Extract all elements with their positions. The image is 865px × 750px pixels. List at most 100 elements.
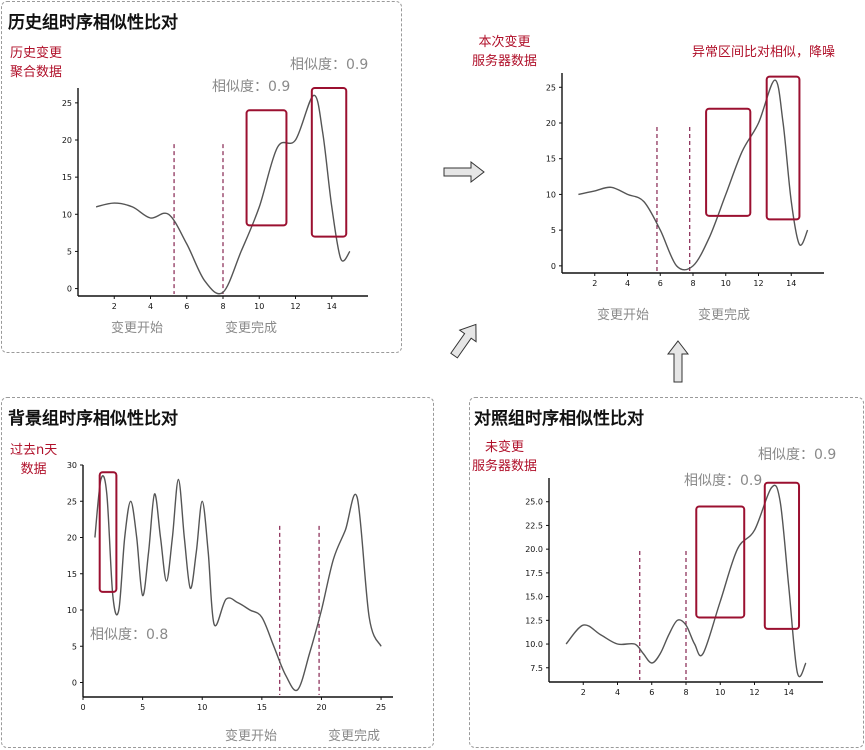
history-change-end-label: 变更完成 [225, 321, 278, 336]
history-panel [1, 1, 402, 353]
control-similarity-b: 相似度：0.9 [684, 473, 763, 489]
control-panel-title: 对照组时序相似性比对 [474, 409, 644, 429]
arrow-up-shape [666, 340, 690, 383]
similarity-highlight-box [310, 87, 348, 238]
y-tick-label: 10 [62, 210, 72, 219]
current-chart: 0 5 10 15 20 25 2 4 6 8 10 12 14 [546, 73, 824, 288]
x-tick-label: 6 [658, 279, 663, 288]
background-change-start-label: 变更开始 [225, 729, 278, 744]
x-tick-label: 10 [197, 703, 207, 712]
control-panel [469, 397, 864, 748]
x-tick-label: 15 [257, 703, 267, 712]
background-change-end-label: 变更完成 [328, 729, 381, 744]
x-tick-label: 8 [690, 279, 695, 288]
x-tick-label: 14 [784, 688, 794, 697]
x-tick-label: 8 [683, 688, 688, 697]
y-tick-label: 20.0 [525, 545, 543, 554]
current-data-label-line2: 服务器数据 [472, 54, 538, 69]
arrow-right-shape [443, 160, 485, 184]
y-tick-label: 15 [62, 173, 72, 182]
x-tick-label: 5 [140, 703, 145, 712]
x-tick-label: 10 [715, 688, 725, 697]
y-tick-label: 5 [551, 226, 556, 235]
series-line [565, 484, 807, 678]
control-data-label-line1: 未变更 [485, 440, 525, 455]
y-tick-label: 25.0 [525, 498, 543, 507]
y-tick-label: 10 [546, 190, 556, 199]
control-data-label-line2: 服务器数据 [472, 459, 538, 474]
background-data-label: 过去n天 数据 [10, 441, 57, 479]
x-tick-label: 2 [112, 302, 117, 311]
x-tick-label: 4 [615, 688, 620, 697]
similarity-highlight-box [98, 471, 118, 593]
y-tick-label: 5 [72, 642, 77, 651]
x-tick-label: 8 [220, 302, 225, 311]
history-similarity-b: 相似度：0.9 [212, 79, 291, 95]
background-similarity: 相似度：0.8 [90, 627, 169, 643]
x-tick-label: 12 [749, 688, 759, 697]
x-tick-label: 12 [753, 279, 763, 288]
y-tick-label: 15 [546, 155, 556, 164]
y-tick-label: 10 [67, 606, 77, 615]
control-chart: 7.5 10.0 12.5 15.0 17.5 20.0 22.5 25.0 2 4 6 8 10 12 1… [525, 478, 823, 697]
x-tick-label: 10 [721, 279, 731, 288]
x-tick-label: 14 [327, 302, 337, 311]
history-similarity-a: 相似度：0.9 [290, 57, 369, 73]
similarity-highlight-box [705, 107, 752, 217]
x-tick-label: 0 [80, 703, 85, 712]
y-tick-label: 20 [62, 136, 72, 145]
y-tick-label: 0 [72, 679, 77, 688]
control-data-label: 未变更 服务器数据 [472, 438, 537, 476]
series-line [578, 79, 809, 271]
background-data-label-line1: 过去n天 [10, 443, 58, 458]
series-line [95, 94, 351, 295]
current-anomaly-note: 异常区间比对相似，降噪 [692, 45, 836, 60]
similarity-highlight-box [245, 109, 288, 227]
y-tick-label: 20 [67, 534, 77, 543]
x-tick-label: 10 [254, 302, 264, 311]
arrow-up-right-icon [450, 323, 477, 359]
similarity-highlight-box [765, 75, 801, 221]
history-panel-title: 历史组时序相似性比对 [8, 13, 178, 33]
history-data-label: 历史变更 聚合数据 [10, 44, 62, 82]
similarity-highlight-box [695, 505, 746, 619]
y-tick-label: 10.0 [525, 640, 543, 649]
y-tick-label: 25 [62, 99, 72, 108]
series-line [94, 475, 382, 692]
similarity-highlight-box [763, 481, 801, 630]
x-tick-label: 6 [184, 302, 189, 311]
arrow-right-icon [443, 160, 485, 184]
x-tick-label: 2 [592, 279, 597, 288]
x-tick-label: 4 [625, 279, 630, 288]
y-tick-label: 30 [67, 461, 77, 470]
x-tick-label: 20 [316, 703, 326, 712]
x-tick-label: 6 [649, 688, 654, 697]
history-chart: 0 5 10 15 20 25 2 4 6 8 10 12 14 [62, 87, 368, 311]
current-data-label-line1: 本次变更 [478, 35, 531, 50]
y-tick-label: 15.0 [525, 593, 543, 602]
y-tick-label: 15 [67, 570, 77, 579]
y-tick-label: 25 [546, 83, 556, 92]
y-tick-label: 22.5 [525, 521, 543, 530]
control-similarity-a: 相似度：0.9 [758, 447, 837, 463]
background-panel [1, 397, 434, 748]
background-chart: 0 5 10 15 20 25 30 0 5 10 15 20 25 [67, 461, 393, 712]
x-tick-label: 12 [290, 302, 300, 311]
arrow-up-right-shape [450, 323, 477, 359]
y-tick-label: 20 [546, 119, 556, 128]
background-data-label-line2: 数据 [20, 462, 47, 477]
y-tick-label: 25 [67, 497, 77, 506]
y-tick-label: 0 [67, 285, 72, 294]
background-panel-title: 背景组时序相似性比对 [8, 409, 178, 429]
current-data-label: 本次变更 服务器数据 [472, 33, 537, 71]
current-change-start-label: 变更开始 [597, 308, 650, 323]
x-tick-label: 14 [786, 279, 796, 288]
current-change-end-label: 变更完成 [698, 308, 751, 323]
x-tick-label: 4 [148, 302, 153, 311]
history-change-start-label: 变更开始 [111, 321, 164, 336]
x-tick-label: 2 [581, 688, 586, 697]
arrow-up-icon [666, 340, 690, 383]
y-tick-label: 17.5 [525, 569, 543, 578]
history-data-label-line2: 聚合数据 [10, 65, 63, 80]
y-tick-label: 7.5 [530, 664, 543, 673]
